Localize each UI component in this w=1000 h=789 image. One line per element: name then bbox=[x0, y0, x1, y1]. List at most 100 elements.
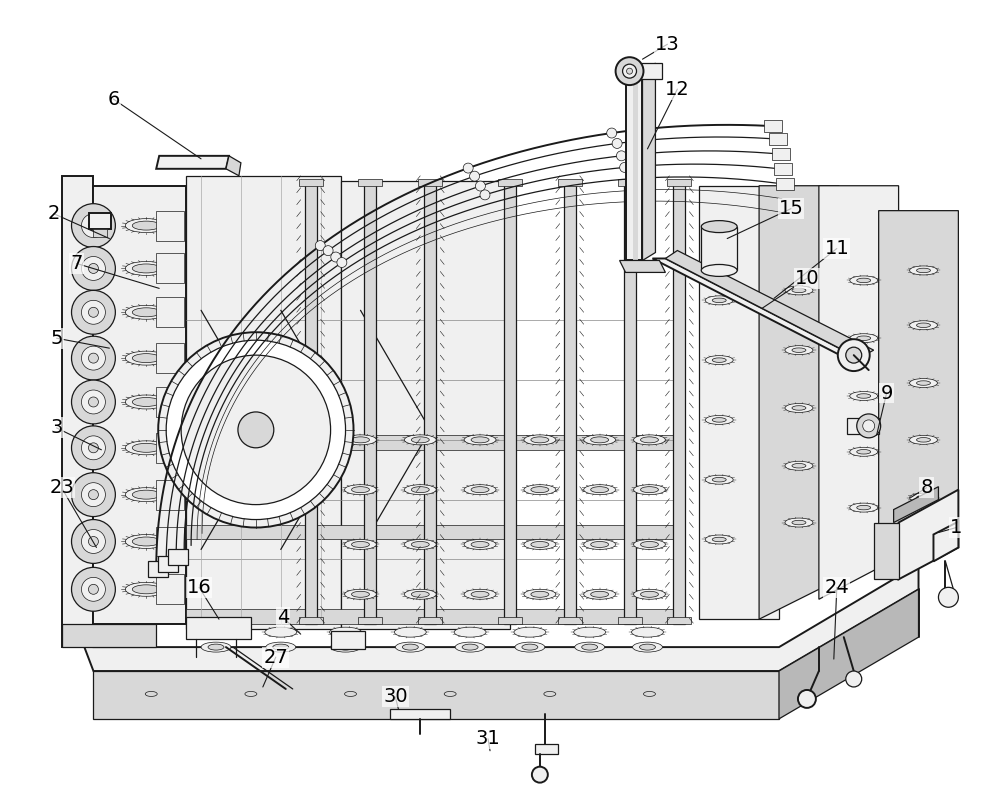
Text: 5: 5 bbox=[50, 329, 63, 348]
Circle shape bbox=[81, 483, 105, 507]
Circle shape bbox=[938, 587, 958, 608]
Bar bbox=[186, 617, 251, 639]
Ellipse shape bbox=[462, 644, 478, 650]
Ellipse shape bbox=[208, 644, 224, 650]
Circle shape bbox=[857, 414, 881, 438]
Polygon shape bbox=[894, 487, 938, 522]
Ellipse shape bbox=[125, 305, 167, 320]
Ellipse shape bbox=[125, 534, 167, 548]
Circle shape bbox=[315, 241, 325, 251]
Ellipse shape bbox=[712, 477, 726, 482]
Ellipse shape bbox=[850, 391, 878, 401]
Ellipse shape bbox=[705, 356, 733, 365]
Ellipse shape bbox=[352, 591, 369, 597]
Circle shape bbox=[463, 163, 473, 173]
Polygon shape bbox=[498, 179, 522, 185]
Bar bbox=[156, 297, 184, 327]
Ellipse shape bbox=[352, 541, 369, 548]
Bar bbox=[156, 211, 184, 241]
Text: 31: 31 bbox=[476, 729, 500, 748]
Ellipse shape bbox=[712, 537, 726, 542]
Bar bbox=[156, 253, 184, 283]
Ellipse shape bbox=[522, 644, 538, 650]
Circle shape bbox=[620, 163, 630, 172]
Polygon shape bbox=[186, 525, 679, 540]
Ellipse shape bbox=[125, 488, 167, 502]
Ellipse shape bbox=[633, 642, 662, 652]
Ellipse shape bbox=[471, 437, 489, 443]
Ellipse shape bbox=[132, 443, 160, 452]
Polygon shape bbox=[418, 179, 442, 185]
Polygon shape bbox=[673, 181, 685, 624]
Ellipse shape bbox=[132, 308, 160, 316]
Ellipse shape bbox=[531, 437, 549, 443]
Circle shape bbox=[81, 301, 105, 324]
Polygon shape bbox=[618, 617, 642, 624]
Circle shape bbox=[81, 214, 105, 237]
Bar bbox=[772, 148, 790, 160]
Ellipse shape bbox=[701, 264, 737, 276]
Ellipse shape bbox=[584, 435, 616, 445]
Ellipse shape bbox=[331, 642, 360, 652]
Ellipse shape bbox=[201, 642, 231, 652]
Text: 3: 3 bbox=[50, 418, 63, 437]
Circle shape bbox=[81, 436, 105, 460]
Ellipse shape bbox=[404, 589, 436, 600]
Ellipse shape bbox=[531, 591, 549, 597]
Ellipse shape bbox=[792, 288, 806, 293]
Polygon shape bbox=[558, 179, 582, 185]
Ellipse shape bbox=[455, 642, 485, 652]
Circle shape bbox=[88, 585, 98, 594]
Ellipse shape bbox=[701, 221, 737, 233]
Circle shape bbox=[616, 57, 643, 85]
Circle shape bbox=[88, 353, 98, 363]
Bar bbox=[331, 631, 365, 649]
Ellipse shape bbox=[132, 398, 160, 406]
Ellipse shape bbox=[712, 358, 726, 362]
Ellipse shape bbox=[910, 379, 937, 387]
Polygon shape bbox=[779, 589, 919, 719]
Text: 24: 24 bbox=[824, 578, 849, 596]
Circle shape bbox=[72, 246, 115, 290]
Ellipse shape bbox=[454, 627, 486, 638]
Ellipse shape bbox=[464, 484, 496, 495]
Polygon shape bbox=[64, 564, 919, 671]
Circle shape bbox=[81, 578, 105, 601]
Ellipse shape bbox=[245, 691, 257, 697]
Ellipse shape bbox=[917, 438, 930, 442]
Ellipse shape bbox=[404, 484, 436, 495]
Polygon shape bbox=[62, 176, 93, 647]
Ellipse shape bbox=[524, 484, 556, 495]
Ellipse shape bbox=[273, 644, 289, 650]
Polygon shape bbox=[701, 226, 737, 271]
Ellipse shape bbox=[917, 323, 930, 327]
Circle shape bbox=[72, 520, 115, 563]
Bar bbox=[764, 120, 782, 132]
Circle shape bbox=[81, 529, 105, 553]
Polygon shape bbox=[618, 63, 662, 79]
Ellipse shape bbox=[132, 585, 160, 594]
Ellipse shape bbox=[125, 219, 167, 233]
Circle shape bbox=[166, 340, 346, 520]
Circle shape bbox=[72, 567, 115, 611]
Ellipse shape bbox=[345, 435, 376, 445]
Ellipse shape bbox=[857, 279, 871, 282]
Circle shape bbox=[72, 336, 115, 380]
Circle shape bbox=[846, 671, 862, 687]
Ellipse shape bbox=[132, 353, 160, 363]
Ellipse shape bbox=[641, 487, 658, 492]
Ellipse shape bbox=[641, 591, 658, 597]
Ellipse shape bbox=[411, 487, 429, 492]
Ellipse shape bbox=[582, 644, 598, 650]
Ellipse shape bbox=[132, 490, 160, 499]
Circle shape bbox=[88, 397, 98, 407]
Ellipse shape bbox=[712, 417, 726, 422]
Text: 4: 4 bbox=[277, 608, 289, 626]
Ellipse shape bbox=[591, 591, 609, 597]
Circle shape bbox=[72, 290, 115, 335]
Ellipse shape bbox=[584, 484, 616, 495]
Ellipse shape bbox=[917, 495, 930, 500]
Polygon shape bbox=[186, 609, 679, 624]
Ellipse shape bbox=[591, 487, 609, 492]
Polygon shape bbox=[564, 181, 576, 624]
